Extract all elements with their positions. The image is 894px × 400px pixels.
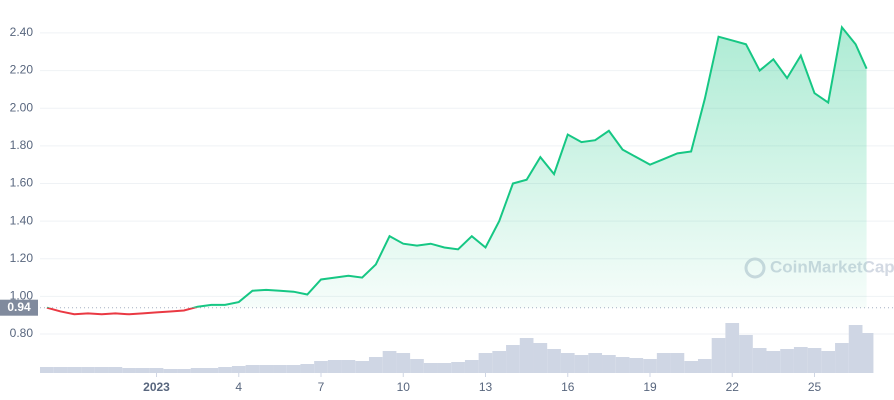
volume-bar — [81, 367, 95, 373]
volume-bar — [396, 353, 411, 373]
y-tick-label: 1.20 — [10, 251, 34, 265]
x-tick-label: 22 — [726, 380, 740, 394]
x-tick-label: 4 — [235, 380, 242, 394]
price-line — [46, 24, 868, 308]
volume-bar — [711, 338, 726, 373]
volume-bar — [643, 359, 657, 373]
volume-bar — [286, 365, 301, 373]
volume-bar — [752, 348, 767, 373]
volume-bar — [40, 367, 54, 373]
volume-bar — [451, 362, 465, 373]
volume-bar — [780, 349, 794, 373]
volume-bar — [67, 367, 82, 373]
volume-bar — [588, 353, 603, 373]
volume-bar — [204, 368, 219, 373]
reference-label: 0.94 — [7, 300, 31, 314]
volume-bar — [245, 365, 260, 373]
volume-bar — [807, 348, 822, 373]
y-tick-label: 1.40 — [10, 213, 34, 227]
area — [194, 27, 867, 308]
y-tick-label: 1.60 — [10, 176, 34, 190]
volume-bar — [835, 343, 849, 373]
volume-bar — [273, 365, 287, 373]
volume-bar — [464, 360, 479, 373]
volume-bar — [533, 343, 548, 373]
volume-bar — [341, 360, 356, 373]
volume-bar — [848, 325, 863, 373]
y-tick-label: 2.00 — [10, 100, 34, 114]
y-tick-label: 0.80 — [10, 326, 34, 340]
price-line-below — [46, 307, 199, 316]
volume-bar — [739, 335, 753, 373]
volume-bar — [670, 353, 685, 373]
volume-bar — [766, 351, 781, 373]
volume-bar — [300, 364, 315, 373]
volume-bar — [423, 363, 438, 373]
volume-bar — [382, 351, 397, 373]
y-tick-label: 2.20 — [10, 63, 34, 77]
x-tick-label: 19 — [643, 380, 657, 394]
volume-bar — [122, 368, 136, 373]
volume-bar — [697, 359, 712, 373]
volume-bar — [94, 367, 109, 373]
volume-bar — [355, 361, 369, 373]
volume-bar — [149, 368, 164, 373]
volume-bar — [629, 358, 644, 373]
x-tick-label: 13 — [479, 380, 493, 394]
volume-bar — [492, 351, 507, 373]
volume-bar — [793, 347, 808, 373]
x-tick-label: 7 — [318, 380, 325, 394]
volume-bar — [218, 367, 232, 373]
volume-bar — [574, 355, 589, 373]
volume-bar — [327, 360, 342, 373]
volume-bar — [519, 338, 534, 373]
volume-bar — [135, 368, 150, 373]
reference-badge — [0, 299, 38, 316]
y-tick-label: 2.40 — [10, 25, 34, 39]
x-tick-label: 2023 — [143, 380, 170, 394]
volume-bar — [602, 355, 616, 373]
volume-bar — [163, 369, 178, 373]
y-tick-label: 1.00 — [10, 289, 34, 303]
volume-bar — [231, 366, 246, 373]
volume-bar — [725, 323, 740, 373]
x-tick-label: 10 — [397, 380, 411, 394]
volume-bar — [410, 359, 424, 373]
volume-bar — [560, 353, 575, 373]
volume-bar — [478, 353, 493, 373]
volume-bar — [821, 351, 836, 373]
volume-bar — [859, 333, 874, 373]
volume-bar — [108, 367, 123, 373]
volume-bar — [190, 368, 205, 373]
y-tick-label: 1.80 — [10, 138, 34, 152]
volume-bar — [506, 345, 520, 373]
volume-bar — [368, 357, 383, 373]
volume-bar — [314, 361, 328, 373]
volume-bar — [259, 365, 274, 373]
volume-bar — [615, 357, 630, 373]
volume-bar — [547, 349, 561, 373]
volume-bar — [656, 353, 671, 373]
volume-bar — [53, 367, 68, 373]
x-tick-label: 25 — [808, 380, 822, 394]
volume-bar — [684, 361, 698, 373]
volume-bar — [437, 363, 452, 373]
x-tick-label: 16 — [561, 380, 575, 394]
volume-bar — [177, 369, 191, 373]
